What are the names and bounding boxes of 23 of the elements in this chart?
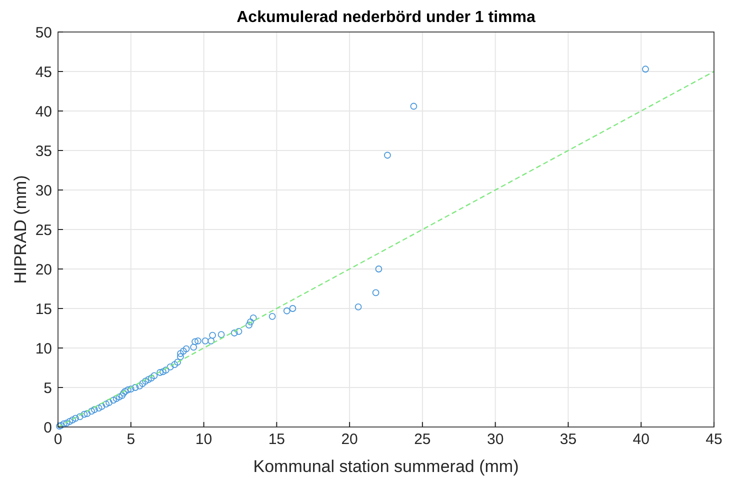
y-tick-label: 15 (35, 300, 52, 318)
x-tick-label: 5 (126, 431, 136, 448)
y-tick-label: 25 (35, 222, 52, 239)
x-tick-label: 45 (706, 431, 722, 448)
y-tick-label: 35 (35, 142, 52, 160)
y-tick-label: 50 (35, 24, 52, 42)
x-tick-label: 25 (414, 431, 431, 448)
x-tick-label: 10 (195, 431, 212, 448)
y-tick-label: 0 (44, 419, 52, 436)
x-axis-title: Kommunal station summerad (mm) (253, 457, 519, 476)
x-tick-label: 40 (632, 431, 650, 448)
y-tick-label: 20 (35, 261, 52, 278)
x-tick-label: 20 (341, 431, 358, 448)
y-tick-label: 40 (35, 103, 52, 120)
x-tick-label: 35 (560, 431, 577, 448)
x-tick-label: 15 (268, 431, 286, 448)
y-tick-label: 5 (44, 380, 52, 397)
chart-title: Ackumulerad nederbörd under 1 timma (236, 9, 536, 26)
y-tick-label: 30 (35, 182, 52, 200)
y-tick-label: 45 (35, 64, 52, 81)
x-tick-label: 30 (486, 431, 504, 448)
y-tick-label: 10 (35, 340, 52, 358)
y-axis-title: HIPRAD (mm) (11, 175, 30, 284)
